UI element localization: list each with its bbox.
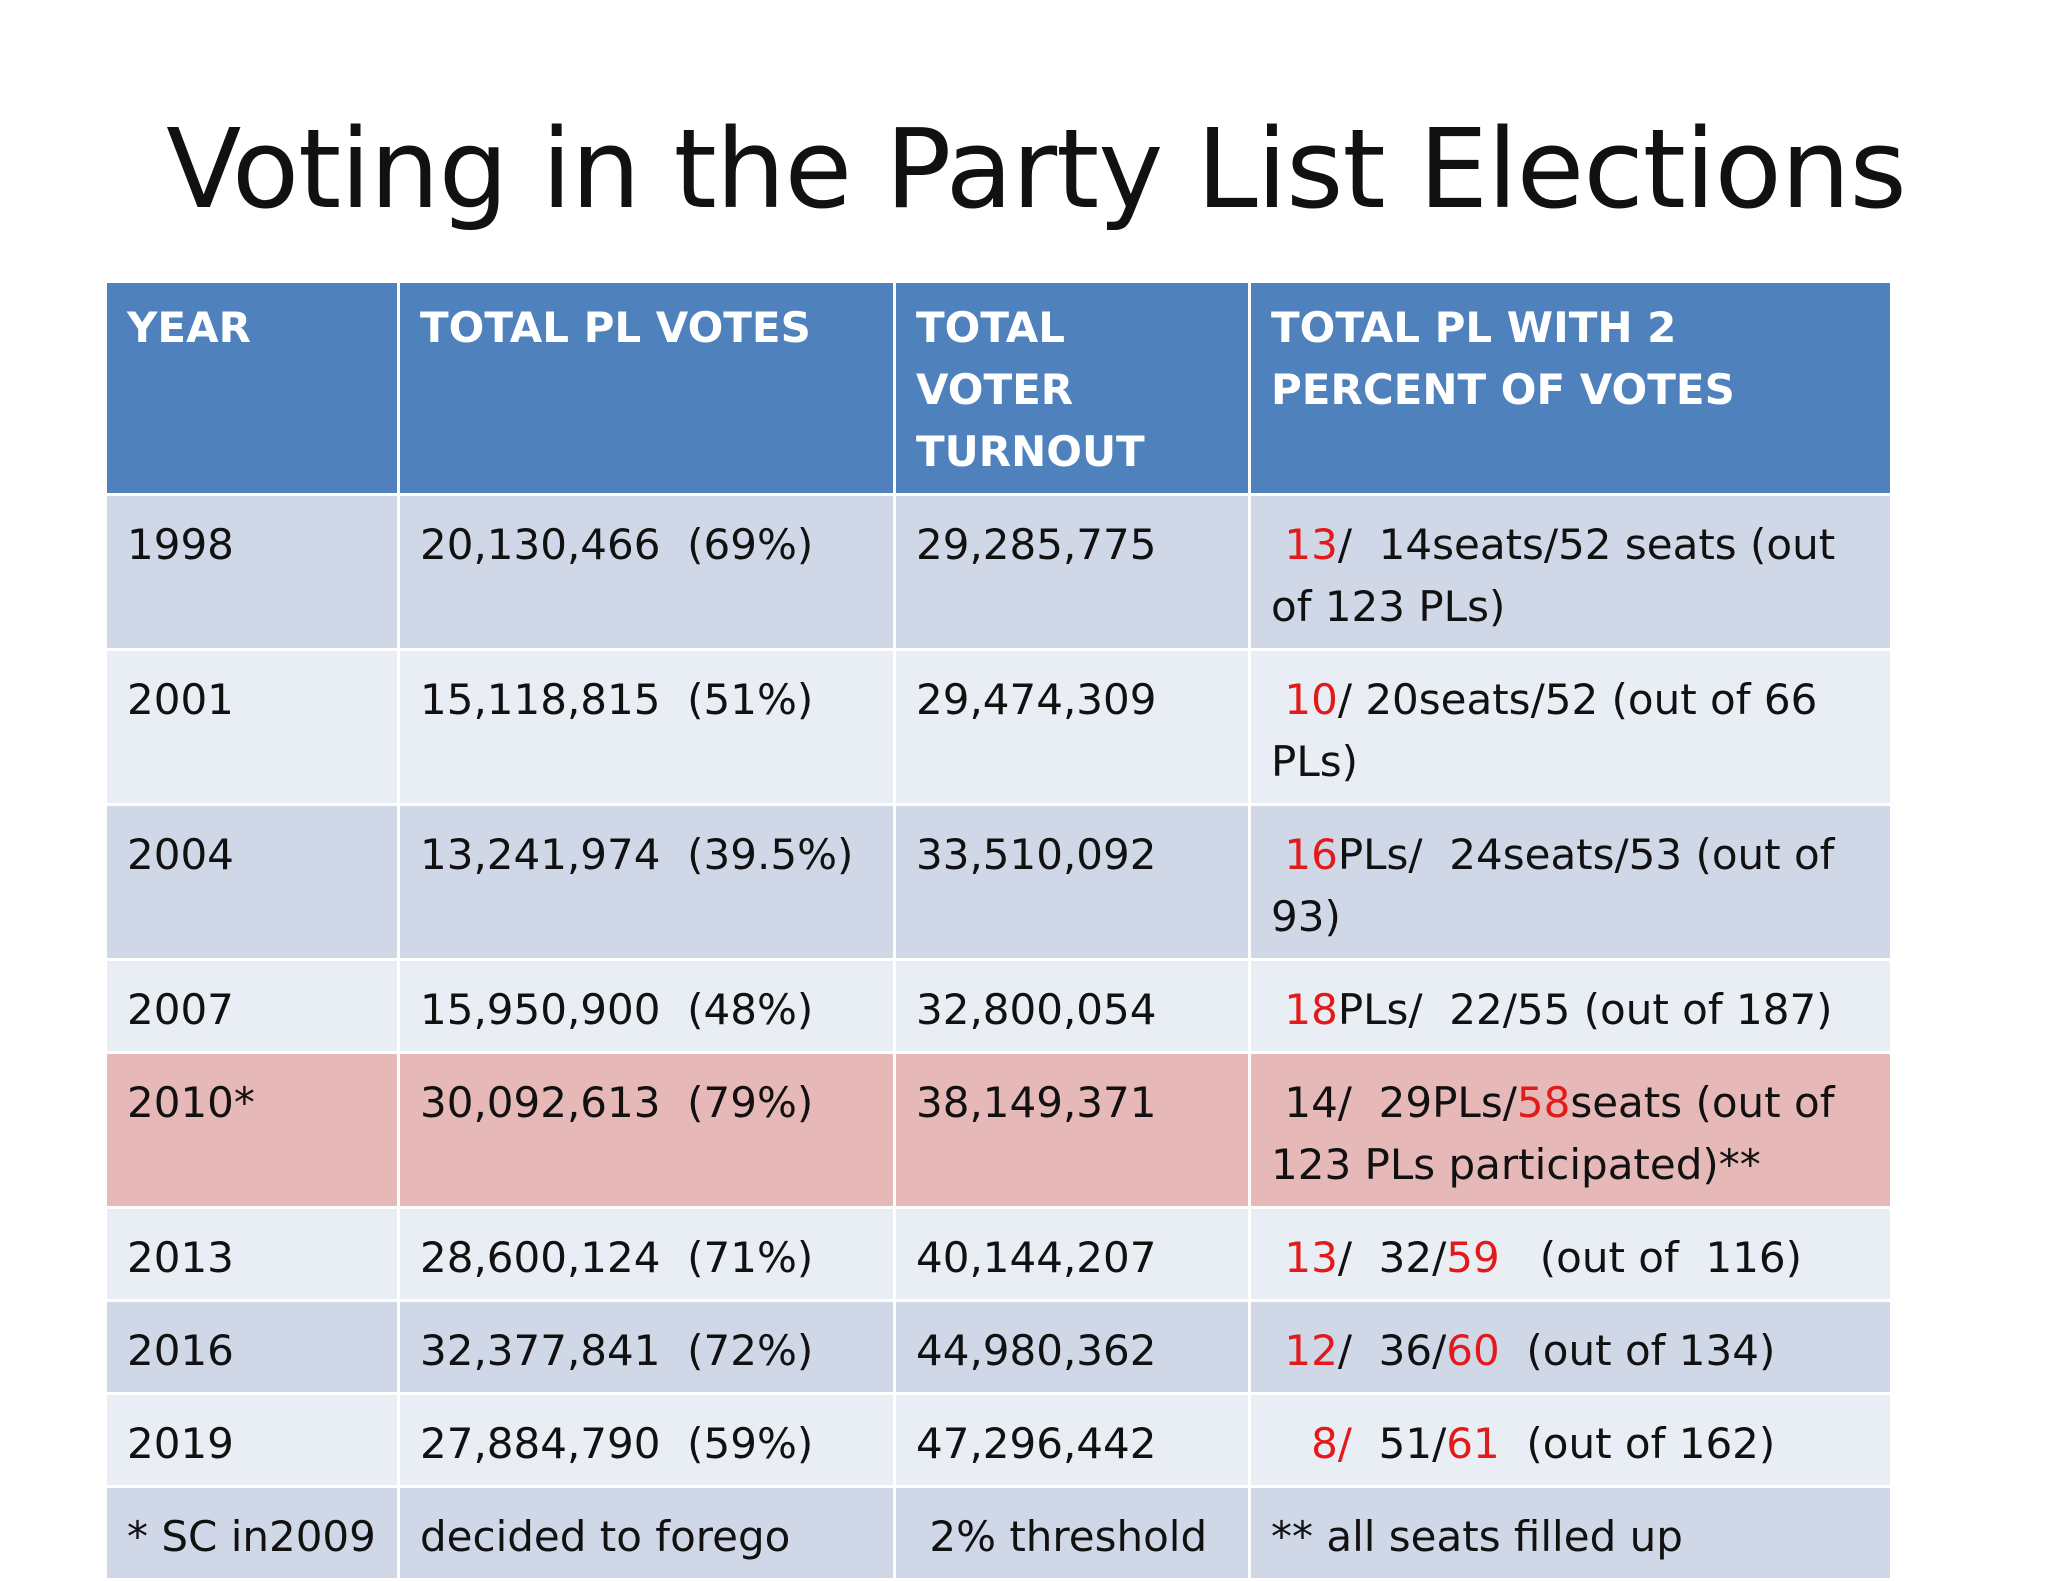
seats-text-b: 51/ (1351, 1419, 1447, 1468)
cell-year: 2001 (107, 651, 397, 803)
seats-red-count: 18 (1284, 985, 1338, 1034)
footnote-cell-3: 2% threshold (896, 1488, 1248, 1578)
table-header-row: YEAR TOTAL PL VOTES TOTAL VOTER TURNOUT … (107, 283, 1890, 493)
cell-seats: 10/ 20seats/52 (out of 66 PLs) (1251, 651, 1890, 803)
seats-text-b: PLs/ 22/55 (out of 187) (1337, 985, 1833, 1034)
seats-text-a (1271, 985, 1284, 1034)
seats-text-a (1271, 520, 1284, 569)
table-row: 2001 15,118,815 (51%) 29,474,309 10/ 20sea… (107, 651, 1890, 803)
cell-turnout: 29,285,775 (896, 496, 1248, 648)
cell-pl-votes: 20,130,466 (69%) (400, 496, 893, 648)
cell-turnout: 33,510,092 (896, 806, 1248, 958)
table-row: 2007 15,950,900 (48%) 32,800,054 18PLs/ 22… (107, 961, 1890, 1051)
seats-text-b: / 32/ (1337, 1233, 1447, 1282)
header-total-pl-votes: TOTAL PL VOTES (400, 283, 893, 493)
seats-text-b: / 20seats/52 (out of 66 PLs) (1271, 675, 1831, 786)
seats-text-c: (out of 162) (1499, 1419, 1776, 1468)
cell-seats: 16PLs/ 24seats/53 (out of 93) (1251, 806, 1890, 958)
cell-turnout: 38,149,371 (896, 1054, 1248, 1206)
table-row: 2004 13,241,974 (39.5%) 33,510,092 16PLs/ … (107, 806, 1890, 958)
seats-text-a: 14/ 29PLs/ (1271, 1078, 1517, 1127)
cell-year: 2007 (107, 961, 397, 1051)
cell-turnout: 29,474,309 (896, 651, 1248, 803)
cell-seats: 12/ 36/60 (out of 134) (1251, 1302, 1890, 1392)
cell-turnout: 32,800,054 (896, 961, 1248, 1051)
seats-red-total: 58 (1516, 1078, 1571, 1127)
seats-text-c: (out of 134) (1499, 1326, 1776, 1375)
cell-seats: 8/ 51/61 (out of 162) (1251, 1395, 1890, 1485)
seats-red-count: 13 (1284, 1233, 1338, 1282)
cell-turnout: 40,144,207 (896, 1209, 1248, 1299)
footnote-cell-2: decided to forego (400, 1488, 893, 1578)
table-footnote-row: * SC in2009 decided to forego 2% threshol… (107, 1488, 1890, 1578)
cell-pl-votes: 27,884,790 (59%) (400, 1395, 893, 1485)
cell-turnout: 47,296,442 (896, 1395, 1248, 1485)
seats-red-count: 16 (1284, 830, 1338, 879)
cell-year: 2004 (107, 806, 397, 958)
seats-red-count: 10 (1284, 675, 1338, 724)
cell-pl-votes: 15,118,815 (51%) (400, 651, 893, 803)
cell-pl-votes: 28,600,124 (71%) (400, 1209, 893, 1299)
seats-text-a (1271, 830, 1284, 879)
cell-pl-votes: 15,950,900 (48%) (400, 961, 893, 1051)
seats-text-b: PLs/ 24seats/53 (out of 93) (1271, 830, 1848, 941)
cell-year: 2010* (107, 1054, 397, 1206)
cell-turnout: 44,980,362 (896, 1302, 1248, 1392)
seats-red-count: 12 (1284, 1326, 1338, 1375)
table-row: 2019 27,884,790 (59%) 47,296,442 8/ 51/61 … (107, 1395, 1890, 1485)
cell-year: 2016 (107, 1302, 397, 1392)
footnote-cell-1: * SC in2009 (107, 1488, 397, 1578)
seats-text-b: / 36/ (1337, 1326, 1447, 1375)
cell-pl-votes: 32,377,841 (72%) (400, 1302, 893, 1392)
seats-red-count: 8/ (1311, 1419, 1352, 1468)
seats-red-total: 60 (1446, 1326, 1500, 1375)
footnote-cell-4: ** all seats filled up (1251, 1488, 1890, 1578)
cell-seats: 14/ 29PLs/58seats (out of 123 PLs partic… (1251, 1054, 1890, 1206)
seats-red-count: 13 (1284, 520, 1338, 569)
header-total-pl-2-percent: TOTAL PL WITH 2 PERCENT OF VOTES (1251, 283, 1890, 493)
seats-text-c: seats (out of 123 PLs participated)** (1271, 1078, 1848, 1189)
seats-text-c: (out of 116) (1499, 1233, 1803, 1282)
cell-seats: 13/ 14seats/52 seats (out of 123 PLs) (1251, 496, 1890, 648)
cell-year: 2019 (107, 1395, 397, 1485)
table-row: 2016 32,377,841 (72%) 44,980,362 12/ 36/60… (107, 1302, 1890, 1392)
table-row: 2010* 30,092,613 (79%) 38,149,371 14/ 29PL… (107, 1054, 1890, 1206)
party-list-table: YEAR TOTAL PL VOTES TOTAL VOTER TURNOUT … (104, 280, 1893, 1581)
cell-year: 1998 (107, 496, 397, 648)
cell-pl-votes: 30,092,613 (79%) (400, 1054, 893, 1206)
table-row: 2013 28,600,124 (71%) 40,144,207 13/ 32/59… (107, 1209, 1890, 1299)
seats-red-total: 61 (1446, 1419, 1500, 1468)
seats-text-a (1271, 1326, 1284, 1375)
cell-year: 2013 (107, 1209, 397, 1299)
cell-seats: 18PLs/ 22/55 (out of 187) (1251, 961, 1890, 1051)
seats-red-total: 59 (1446, 1233, 1500, 1282)
header-year: YEAR (107, 283, 397, 493)
seats-text-a (1271, 1419, 1311, 1468)
seats-text-a (1271, 1233, 1284, 1282)
header-total-voter-turnout: TOTAL VOTER TURNOUT (896, 283, 1248, 493)
cell-pl-votes: 13,241,974 (39.5%) (400, 806, 893, 958)
seats-text-b: / 14seats/52 seats (out of 123 PLs) (1271, 520, 1849, 631)
seats-text-a (1271, 675, 1284, 724)
cell-seats: 13/ 32/59 (out of 116) (1251, 1209, 1890, 1299)
table-row: 1998 20,130,466 (69%) 29,285,775 13/ 14sea… (107, 496, 1890, 648)
slide-title: Voting in the Party List Elections (166, 105, 1907, 233)
